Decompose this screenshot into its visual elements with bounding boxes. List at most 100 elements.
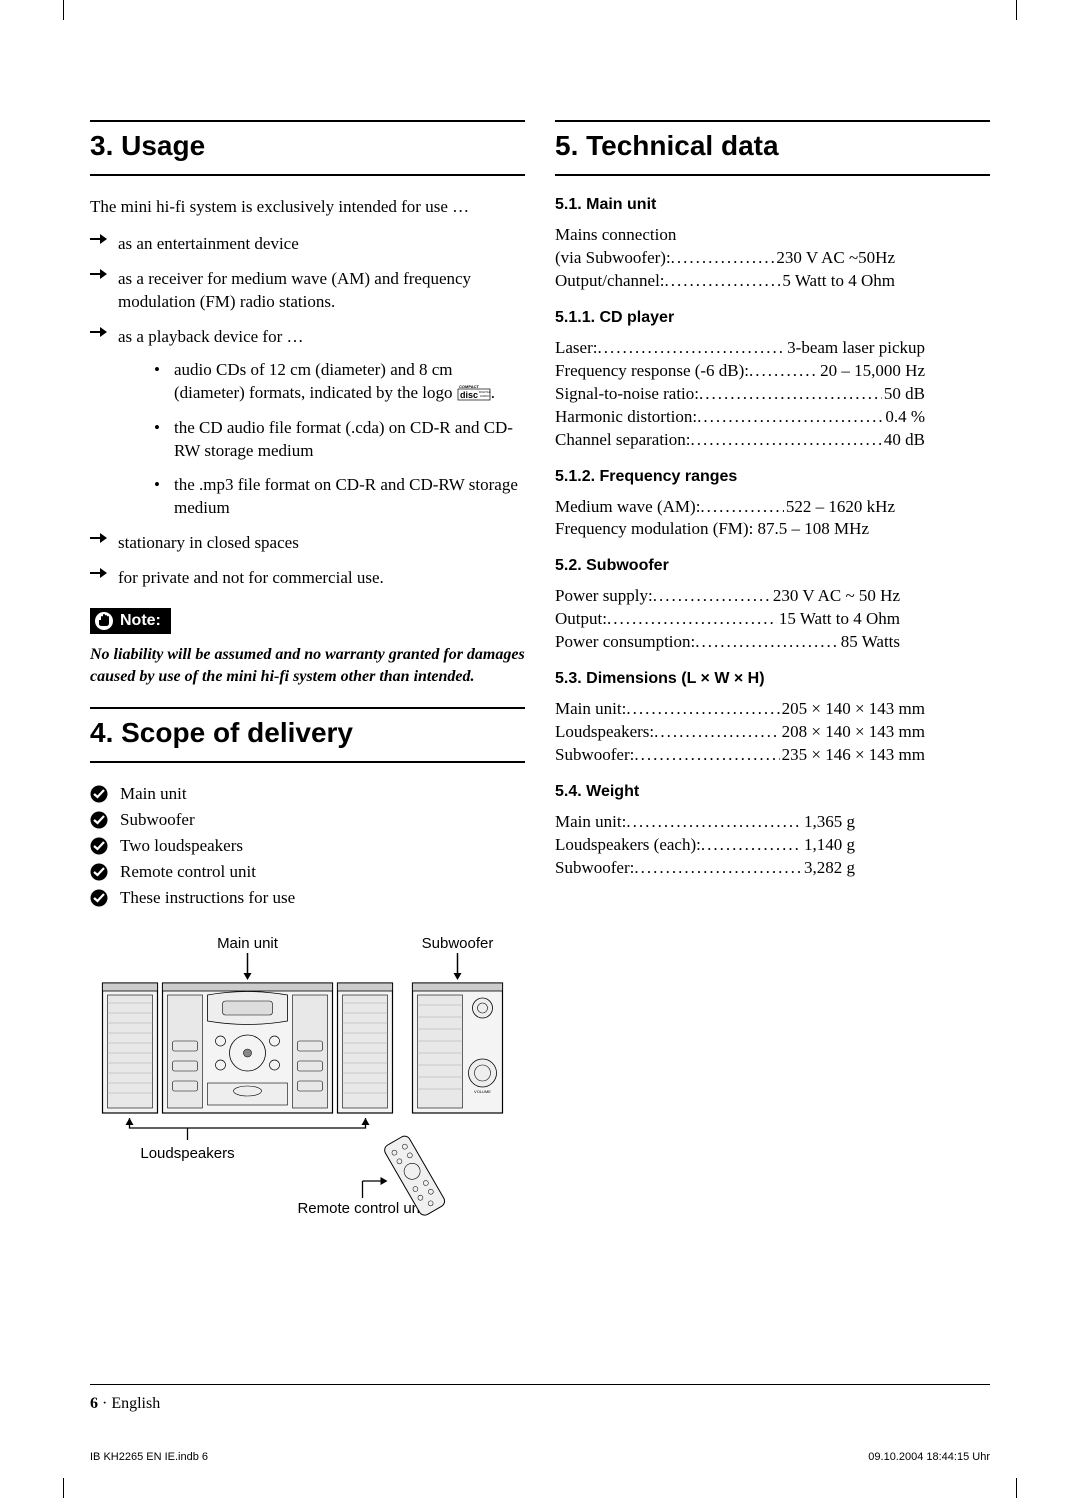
spec-label: Laser: (555, 337, 597, 360)
spec-line: Loudspeakers: 208 × 140 × 143 mm (555, 721, 925, 744)
subsection-cd-player: 5.1.1. CD player (555, 309, 990, 327)
checkmark-icon (90, 863, 108, 881)
checkmark-icon (90, 811, 108, 829)
spec-group-weight: Main unit:1,365 gLoudspeakers (each): 1,… (555, 811, 990, 880)
spec-line: Loudspeakers (each): 1,140 g (555, 834, 855, 857)
spec-line: Subwoofer:3,282 g (555, 857, 855, 880)
check-label: Main unit (120, 784, 187, 803)
bullet-item: the CD audio file format (.cda) on CD-R … (154, 417, 525, 463)
print-timestamp: 09.10.2004 18:44:15 Uhr (868, 1451, 990, 1463)
page-footer: 6 · English (90, 1384, 990, 1413)
diagram-label-loudspeakers: Loudspeakers (140, 1145, 234, 1162)
note-badge: Note: (90, 608, 171, 634)
spec-dots (699, 383, 882, 406)
spec-label: Output: (555, 608, 607, 631)
spec-dots (700, 496, 784, 519)
spec-group-dimensions: Main unit: 205 × 140 × 143 mmLoudspeakers… (555, 698, 990, 767)
diagram-label-remote: Remote control unit (297, 1200, 428, 1217)
spec-dots (634, 857, 802, 880)
print-file: IB KH2265 EN IE.indb 6 (90, 1451, 208, 1463)
spec-label: Frequency response (-6 dB): (555, 360, 749, 383)
svg-text:VOLUME: VOLUME (474, 1089, 491, 1094)
spec-label: Main unit: (555, 698, 626, 721)
svg-text:AUDIO: AUDIO (480, 394, 490, 398)
spec-label: Output/channel: (555, 270, 665, 293)
spec-value: 1,365 g (802, 811, 855, 834)
arrow-item: as a playback device for … audio CDs of … (90, 326, 525, 521)
spec-label: Subwoofer: (555, 857, 634, 880)
spec-dots (653, 585, 771, 608)
diagram-subwoofer: VOLUME (413, 983, 503, 1113)
check-item: Remote control unit (90, 861, 525, 884)
note-text: No liability will be assumed and no warr… (90, 644, 525, 687)
spec-label: Power supply: (555, 585, 653, 608)
spec-line: Output/channel: 5 Watt to 4 Ohm (555, 270, 895, 293)
usage-arrow-list: as an entertainment device as a receiver… (90, 233, 525, 590)
spec-line: Signal-to-noise ratio: 50 dB (555, 383, 925, 406)
footer-sep: · (98, 1395, 111, 1412)
spec-label: Channel separation: (555, 429, 691, 452)
checkmark-icon (90, 889, 108, 907)
spec-line: Subwoofer:235 × 146 × 143 mm (555, 744, 925, 767)
spec-dots (701, 834, 802, 857)
diagram-label-main-unit: Main unit (217, 935, 279, 952)
spec-line: (via Subwoofer): 230 V AC ~50Hz (555, 247, 895, 270)
hifi-system-diagram: Main unit Subwoofer Loudspeakers Remote … (90, 933, 525, 1233)
footer-lang: English (111, 1395, 160, 1412)
spec-dots (749, 360, 818, 383)
spec-dots (691, 429, 882, 452)
diagram-loudspeaker-right (338, 983, 393, 1113)
diagram-label-subwoofer: Subwoofer (422, 935, 494, 952)
diagram-loudspeaker-left (103, 983, 158, 1113)
spec-value: 50 dB (882, 383, 925, 406)
spec-value: 40 dB (882, 429, 925, 452)
usage-intro: The mini hi-fi system is exclusively int… (90, 196, 525, 219)
compact-disc-logo-icon: COMPACT disc DIGITAL AUDIO (457, 383, 491, 401)
spec-line: Laser: 3-beam laser pickup (555, 337, 925, 360)
spec-value: 15 Watt to 4 Ohm (777, 608, 900, 631)
subsection-freq: 5.1.2. Frequency ranges (555, 468, 990, 486)
check-item: Main unit (90, 783, 525, 806)
content-columns: 3. Usage The mini hi-fi system is exclus… (90, 50, 990, 1238)
spec-label: Power consumption: (555, 631, 695, 654)
check-item: Two loudspeakers (90, 835, 525, 858)
spec-value: 230 V AC ~50Hz (774, 247, 895, 270)
spec-line: Mains connection (555, 224, 990, 247)
spec-dots (665, 270, 781, 293)
spec-value: 208 × 140 × 143 mm (780, 721, 925, 744)
arrow-item: stationary in closed spaces (90, 532, 525, 555)
right-column: 5. Technical data 5.1. Main unit Mains c… (555, 120, 990, 1238)
spec-value: 3-beam laser pickup (785, 337, 925, 360)
spec-value: 230 V AC ~ 50 Hz (771, 585, 900, 608)
check-label: Remote control unit (120, 862, 256, 881)
page-number: 6 (90, 1395, 98, 1412)
section-scope-title: 4. Scope of delivery (90, 707, 525, 763)
print-metadata: IB KH2265 EN IE.indb 6 09.10.2004 18:44:… (90, 1451, 990, 1463)
spec-value: 85 Watts (839, 631, 900, 654)
arrow-item: as an entertainment device (90, 233, 525, 256)
checkmark-icon (90, 785, 108, 803)
arrow-item: as a receiver for medium wave (AM) and f… (90, 268, 525, 314)
arrow-item: for private and not for commercial use. (90, 567, 525, 590)
hand-icon (94, 611, 114, 631)
document-page: 3. Usage The mini hi-fi system is exclus… (0, 0, 1080, 1498)
spec-line: Power consumption: 85 Watts (555, 631, 900, 654)
spec-line: Channel separation: 40 dB (555, 429, 925, 452)
spec-line: Frequency modulation (FM): 87.5 – 108 MH… (555, 518, 990, 541)
check-label: These instructions for use (120, 888, 295, 907)
usage-bullet-list: audio CDs of 12 cm (diameter) and 8 cm (… (118, 359, 525, 521)
spec-group-cd: Laser:3-beam laser pickupFrequency respo… (555, 337, 990, 452)
spec-value: 235 × 146 × 143 mm (780, 744, 925, 767)
spec-value: 20 – 15,000 Hz (818, 360, 925, 383)
spec-line: Main unit: 205 × 140 × 143 mm (555, 698, 925, 721)
svg-text:COMPACT: COMPACT (459, 384, 479, 389)
spec-value: 205 × 140 × 143 mm (780, 698, 925, 721)
check-item: Subwoofer (90, 809, 525, 832)
spec-label: Signal-to-noise ratio: (555, 383, 699, 406)
left-column: 3. Usage The mini hi-fi system is exclus… (90, 120, 525, 1238)
subsection-dimensions: 5.3. Dimensions (L × W × H) (555, 670, 990, 688)
spec-label: Loudspeakers (each): (555, 834, 701, 857)
spec-value: 0.4 % (883, 406, 925, 429)
bullet-text: audio CDs of 12 cm (diameter) and 8 cm (… (174, 360, 457, 402)
spec-line: Frequency response (-6 dB): 20 – 15,000 H… (555, 360, 925, 383)
